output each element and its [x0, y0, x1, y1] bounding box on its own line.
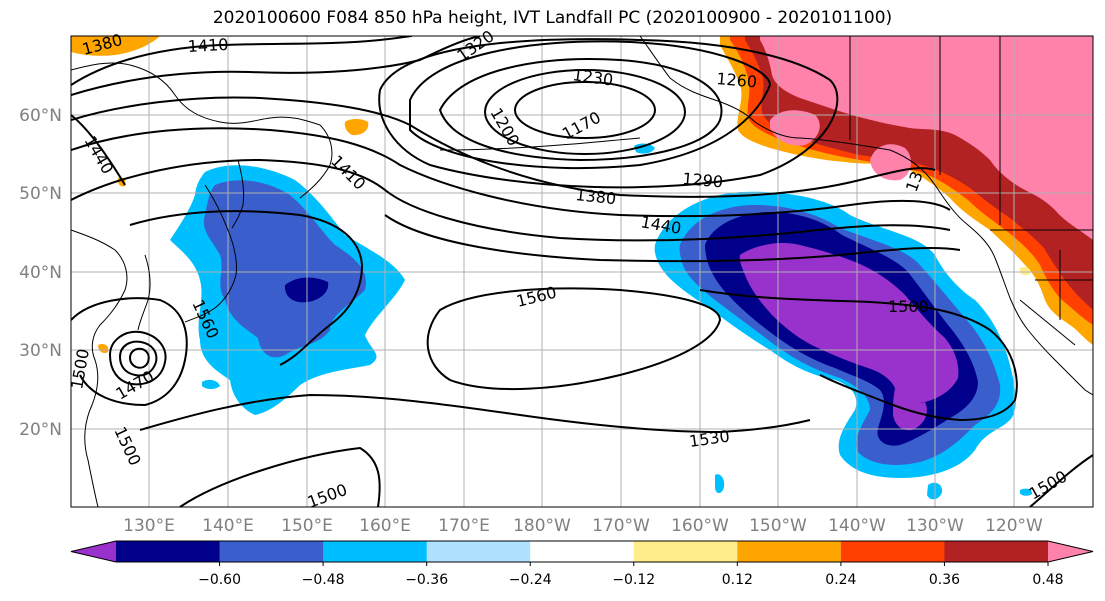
colorbar-tick-label: 0.12 [722, 572, 753, 588]
ivt-anomaly-asia-2 [344, 119, 369, 136]
lon-label-180w: 180°W [513, 516, 571, 536]
coast-bc [799, 137, 996, 259]
contour-1500-se [1029, 454, 1093, 507]
ivt-anomaly-sw-us [1019, 266, 1031, 276]
colorbar-tick-label: 0.48 [1032, 572, 1063, 588]
lon-label-140e: 140°E [202, 516, 254, 536]
colorbar-tick-label: −0.24 [509, 572, 552, 588]
colorbar-segment [737, 541, 842, 562]
colorbar-extend-min [71, 541, 116, 562]
lon-label-130w: 130°W [906, 516, 964, 536]
lon-label-160w: 160°W [671, 516, 729, 536]
longitude-labels: 130°E 140°E 150°E 160°E 170°E 180°W 170°… [123, 516, 1043, 536]
lon-label-170e: 170°E [438, 516, 490, 536]
graticule [71, 36, 1093, 507]
contour-label: 1380 [575, 185, 617, 208]
colorbar-segment [944, 541, 1049, 562]
lon-label-120w: 120°W [985, 516, 1043, 536]
colorbar-segment [633, 541, 738, 562]
contour-north-edge [71, 36, 413, 86]
coast-asia-east [71, 229, 128, 507]
ivt-anomaly-blob-4 [202, 379, 220, 389]
contour-1230 [438, 58, 723, 162]
ivt-anomaly-west-inner [203, 180, 366, 358]
lat-label-40n: 40°N [19, 263, 62, 283]
height-contours [71, 36, 1093, 507]
colorbar-tick-label: −0.60 [198, 572, 241, 588]
lat-label-30n: 30°N [19, 341, 62, 361]
contour-label: 1290 [682, 169, 724, 191]
ivt-anomaly-east-core [739, 243, 959, 403]
contour-1470 [129, 210, 364, 366]
ivt-anomaly-asia-3 [98, 343, 109, 354]
lon-label-130e: 130°E [123, 516, 175, 536]
contour-1260 [409, 40, 772, 170]
ivt-anomaly-blob-5 [1020, 488, 1033, 496]
contour-label: 1260 [716, 69, 758, 91]
colorbar-segment [219, 541, 324, 562]
typhoon-ring-2 [118, 340, 158, 377]
coast-kamchatka [299, 124, 333, 199]
lon-label-150e: 150°E [281, 516, 333, 536]
ivt-anomaly-blob-2 [715, 474, 725, 494]
colorbar-extend-max [1048, 541, 1093, 562]
contour-1380 [71, 127, 951, 218]
coast-korea [137, 254, 151, 331]
figure-title: 2020100600 F084 850 hPa height, IVT Land… [212, 8, 893, 28]
colorbar-segment [530, 541, 635, 562]
contour-1500-south [179, 446, 381, 507]
us-borders [990, 229, 1093, 346]
colorbar-tick-label: −0.36 [405, 572, 448, 588]
lon-label-140w: 140°W [828, 516, 886, 536]
colorbar-segment [840, 541, 945, 562]
coast-japan [184, 184, 237, 323]
contour-1560 [426, 287, 722, 391]
contour-1350 [71, 96, 936, 198]
contour-1320 [71, 36, 481, 96]
ivt-anomaly-na-core-3 [770, 110, 820, 146]
contour-1530 [139, 393, 811, 434]
ivt-anomaly-na-core [760, 36, 1093, 240]
colorbar-segment [323, 541, 428, 562]
lat-label-50n: 50°N [19, 184, 62, 204]
lat-label-60n: 60°N [19, 106, 62, 126]
contour-label: 1500 [888, 297, 929, 316]
latitude-labels: 60°N 50°N 40°N 30°N 20°N [19, 106, 62, 440]
colorbar: −0.60 −0.48 −0.36 −0.24 −0.12 0.12 0.24 0.36 0.4… [70, 540, 1094, 588]
colorbar-segment [116, 541, 221, 562]
typhoon-ring-1 [108, 330, 167, 386]
colorbar-segment [426, 541, 531, 562]
canada-borders [849, 36, 1001, 225]
coast-aleutians [439, 137, 641, 151]
colorbar-tick-label: −0.48 [302, 572, 345, 588]
contour-1500-west [71, 297, 188, 407]
coast-us-west [994, 257, 1093, 396]
colorbar-tick-label: 0.36 [929, 572, 960, 588]
typhoon-ring-3 [128, 347, 150, 369]
lon-label-170w: 170°W [592, 516, 650, 536]
ivt-anomaly-east-core-tail [892, 388, 927, 431]
ivt-anomaly-asia-1 [71, 36, 160, 56]
ivt-anomaly-blob-1 [634, 143, 655, 154]
contour-1200 [484, 69, 686, 155]
colorbar-tick-label: −0.12 [612, 572, 655, 588]
contour-label: 1410 [187, 35, 229, 56]
contour-1290 [378, 38, 839, 189]
lat-label-20n: 20°N [19, 420, 62, 440]
ivt-shading-layer [71, 36, 1093, 500]
contour-1170 [514, 81, 656, 139]
coast-asia-north [71, 62, 321, 126]
lon-label-150w: 150°W [749, 516, 807, 536]
lon-label-160e: 160°E [359, 516, 411, 536]
contour-1410 [71, 158, 951, 242]
coast-sakhalin [231, 159, 245, 229]
colorbar-outline [70, 540, 1094, 563]
colorbar-tick-label: 0.24 [825, 572, 856, 588]
contour-1500-east [699, 289, 1018, 422]
map-frame [70, 35, 1094, 508]
contour-1440 [71, 114, 961, 263]
